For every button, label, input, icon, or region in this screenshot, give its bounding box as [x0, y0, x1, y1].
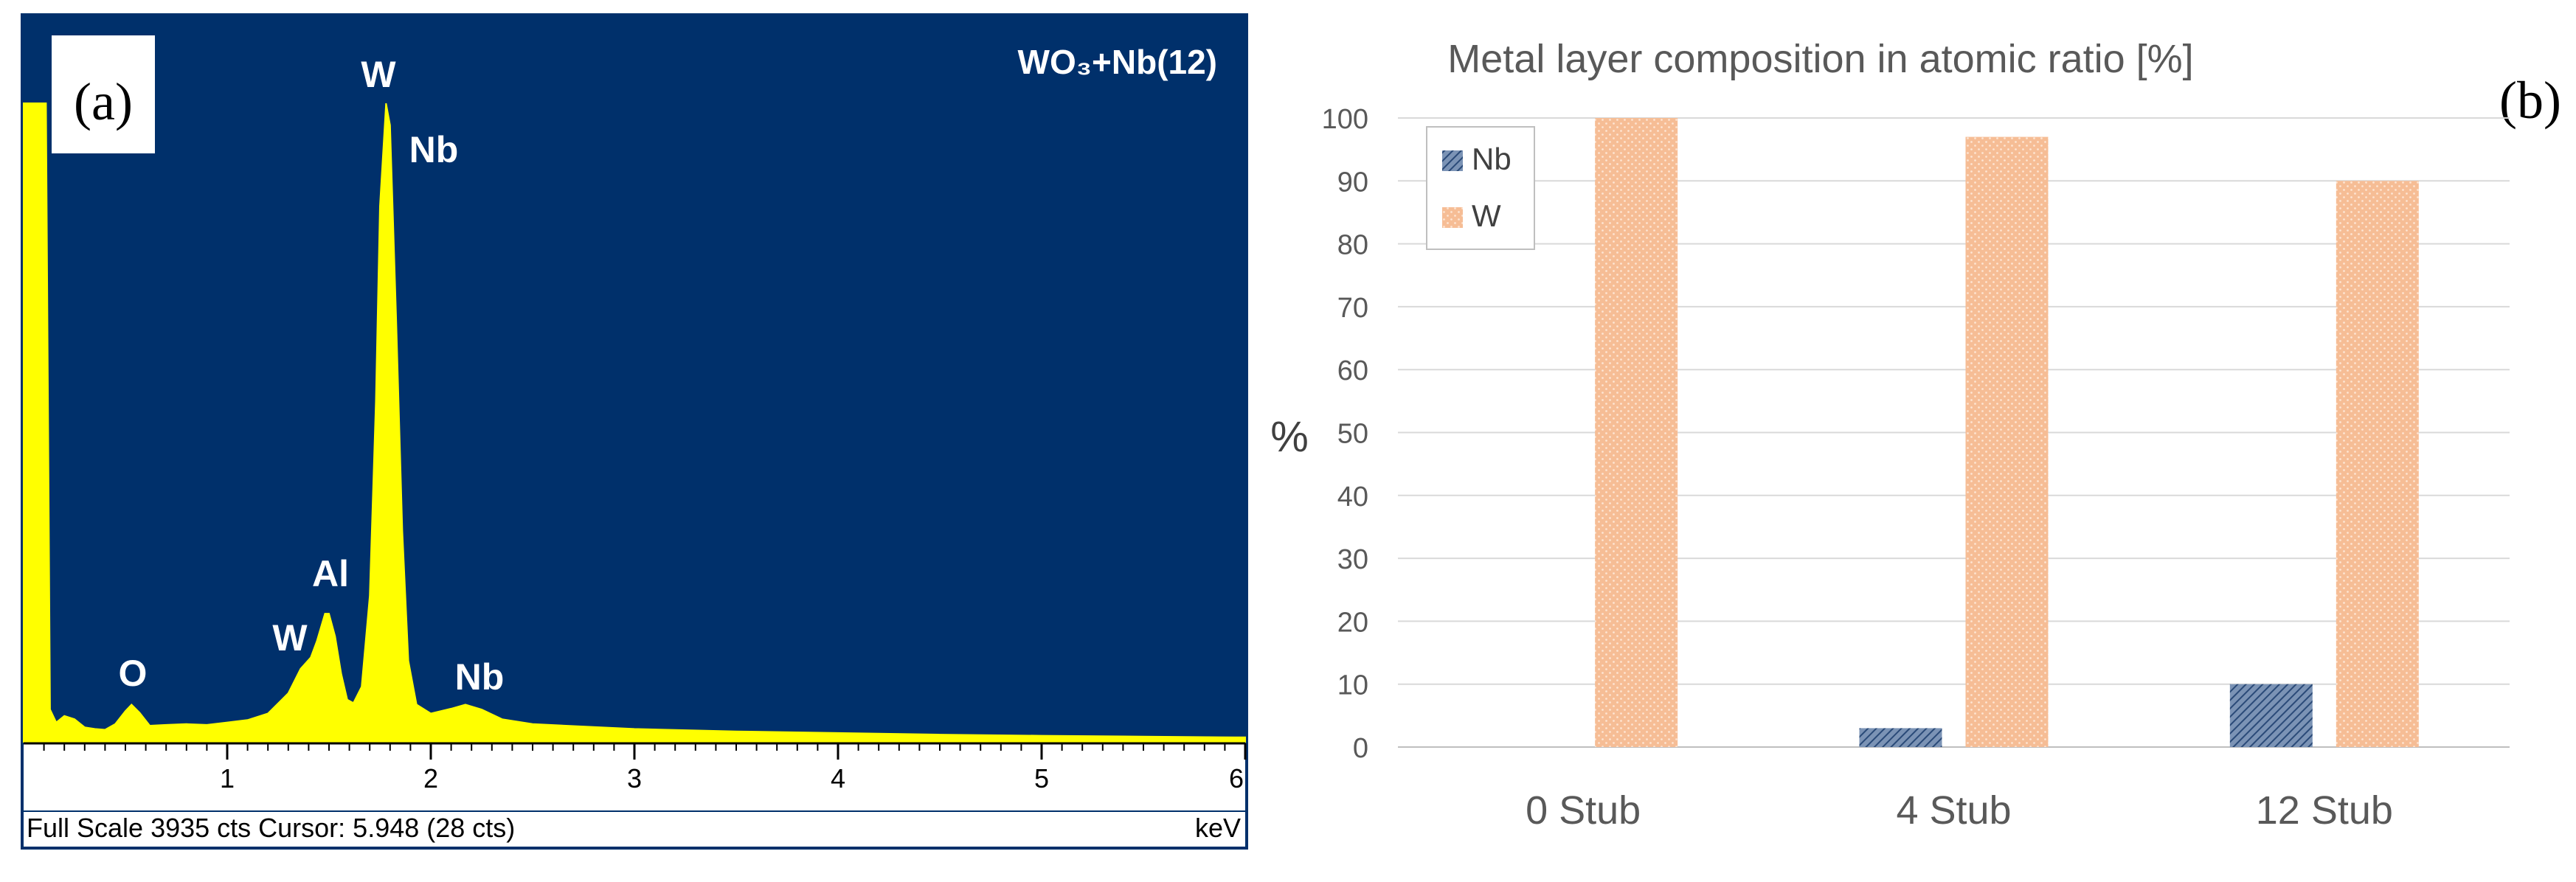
- peak-label: W: [361, 54, 396, 95]
- chart-title: Metal layer composition in atomic ratio …: [1447, 37, 2193, 81]
- bar-nb-12-stub: [2229, 684, 2313, 747]
- y-tick-label: 70: [1337, 293, 1368, 324]
- bar-w-12-stub: [2336, 181, 2419, 748]
- y-tick-label: 100: [1322, 104, 1368, 135]
- y-tick-labels: 0 10 20 30 40 50 60 70 80 90 100: [1322, 104, 1368, 764]
- y-tick-label: 40: [1337, 482, 1368, 513]
- panel-b: Metal layer composition in atomic ratio …: [1270, 37, 2561, 833]
- energy-unit: keV: [1195, 813, 1241, 843]
- peak-label: Nb: [455, 656, 505, 698]
- energy-ticks: 1 2 3 4 5 6: [43, 743, 1247, 794]
- energy-tick-label: 5: [1034, 763, 1049, 794]
- panel-a-label-box: [52, 35, 155, 153]
- y-tick-label: 90: [1337, 167, 1368, 198]
- panel-a-label: (a): [74, 72, 133, 131]
- panel-b-label: (b): [2499, 71, 2561, 130]
- y-tick-label: 20: [1337, 607, 1368, 638]
- energy-tick-label: 1: [220, 763, 235, 794]
- y-tick-label: 30: [1337, 544, 1368, 575]
- energy-tick-label: 3: [627, 763, 642, 794]
- legend-label-w: W: [1472, 198, 1501, 233]
- y-tick-label: 50: [1337, 419, 1368, 450]
- peak-label: Al: [312, 553, 349, 594]
- peak-label: W: [272, 617, 308, 659]
- y-axis-label: %: [1270, 413, 1309, 461]
- x-tick-label: 12 Stub: [2256, 788, 2393, 833]
- legend: Nb W: [1426, 126, 1535, 250]
- x-tick-label: 0 Stub: [1526, 788, 1641, 833]
- spectrum-trace: [23, 103, 1246, 743]
- bar-gridlines: [1398, 117, 2510, 748]
- legend-swatch-w: [1442, 207, 1463, 228]
- energy-tick-label: 4: [831, 763, 845, 794]
- x-tick-labels: 0 Stub 4 Stub 12 Stub: [1526, 788, 2393, 833]
- y-tick-label: 10: [1337, 670, 1368, 701]
- energy-tick-label: 6: [1229, 763, 1244, 794]
- spectrum-plot-area: [24, 16, 1245, 743]
- bar-nb-4-stub: [1859, 728, 1942, 747]
- y-tick-label: 0: [1353, 733, 1368, 764]
- energy-tick-label: 2: [423, 763, 438, 794]
- status-readout: Full Scale 3935 cts Cursor: 5.948 (28 ct…: [27, 813, 515, 843]
- y-tick-label: 60: [1337, 355, 1368, 386]
- legend-box: [1426, 126, 1535, 250]
- sample-label: WO₃+Nb(12): [1018, 43, 1217, 81]
- legend-swatch-nb: [1442, 150, 1463, 171]
- peak-label: O: [119, 653, 148, 694]
- x-tick-label: 4 Stub: [1896, 788, 2011, 833]
- legend-label-nb: Nb: [1472, 142, 1512, 176]
- y-tick-label: 80: [1337, 230, 1368, 261]
- bar-w-0-stub: [1595, 118, 1678, 747]
- bars: [1595, 118, 2419, 748]
- bar-w-4-stub: [1965, 136, 2049, 748]
- peak-label: Nb: [409, 129, 459, 170]
